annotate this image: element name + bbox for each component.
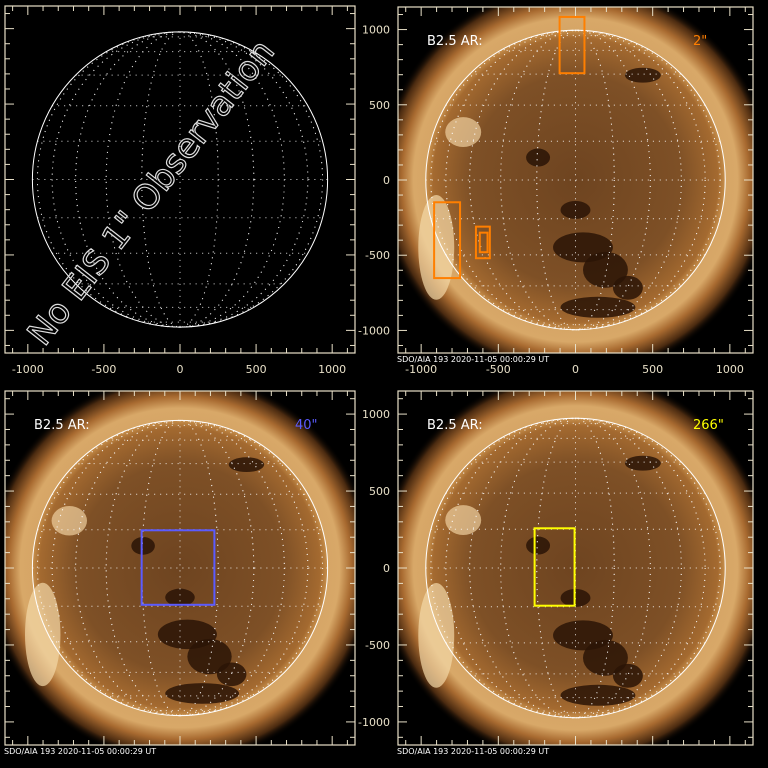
longitude-line [141,419,219,717]
dark-region [526,148,551,167]
eis-field-of-view-box [433,201,462,280]
image-caption: SDO/AIA 193 2020-11-05 00:00:29 UT [397,355,549,364]
dark-region [216,662,247,687]
eis-field-of-view-box [558,15,586,75]
panel-label: B2.5 AR: [34,418,90,433]
bright-limb [418,194,455,300]
y-tick-label: 1000 [362,24,390,37]
x-tick-label: 1000 [318,363,346,376]
longitude-line [75,31,285,328]
y-tick-label: -1000 [358,716,390,729]
eis-field-of-view-box [533,527,576,607]
dark-region [582,251,628,288]
coordinate-grid [425,29,726,331]
active-region-bright [51,506,88,536]
x-tick-label: 0 [572,363,579,376]
bright-limb [25,582,61,687]
y-tick-label: 0 [383,562,390,575]
active-region-bright [445,505,482,536]
coordinate-grid [425,417,726,719]
x-tick-label: -1000 [405,363,437,376]
y-tick-label: 500 [369,99,390,112]
dark-region [187,638,232,675]
dark-region [131,537,155,555]
longitude-line [141,31,219,328]
dark-region [560,684,636,706]
slit-size-label: 266" [693,418,724,433]
eis-field-of-view-box [140,529,216,606]
panel-bottom-left: B2.5 AR: 40" SDO/AIA 193 2020-11-05 00:00:… [4,390,356,756]
dark-region [624,67,661,83]
x-tick-label: -500 [91,363,116,376]
eis-field-of-view-box [474,225,491,260]
panel-top-left: -1000 -500 0 500 1000 No EIS 1" Observation [4,5,356,376]
y-tick-label: 0 [383,174,390,187]
plot-area [5,391,355,745]
solar-disk [32,420,328,716]
x-tick-label: 500 [642,363,663,376]
plot-area [398,7,753,353]
longitude-line [430,417,721,719]
coordinate-grid [32,419,328,717]
longitude-line [36,31,324,328]
dark-region [165,683,240,704]
longitude-line [430,29,721,331]
panel-top-right: -1000 -500 0 500 1000 1000 500 0 -500 -1000 B2.5 A… [358,6,754,376]
y-tick-label: -1000 [358,324,390,337]
dark-region [582,639,628,676]
slit-size-label: 2" [693,34,707,49]
x-tick-label: -500 [486,363,511,376]
panel-label: B2.5 AR: [427,418,483,433]
panel-bottom-right: 1000 500 0 -500 -1000 B2.5 AR: 266" SDO/AIA 193… [358,390,754,756]
longitude-line [445,29,706,331]
y-tick-label: -500 [365,639,390,652]
y-tick-label: -500 [365,249,390,262]
y-tick-label: 500 [369,485,390,498]
bright-limb [418,582,455,688]
x-tick-label: -1000 [12,363,44,376]
limb-circle [31,419,329,717]
longitude-line [75,419,285,717]
active-region-bright [445,117,482,148]
x-tick-label: 1000 [716,363,744,376]
panel-label: B2.5 AR: [427,34,483,49]
no-observation-text: No EIS 1" Observation [20,32,283,353]
limb-circle [31,31,329,328]
limb-circle [425,417,726,719]
x-tick-label: 0 [177,363,184,376]
dark-region [612,663,643,688]
limb-circle [425,29,726,331]
dark-region [612,275,643,300]
image-caption: SDO/AIA 193 2020-11-05 00:00:29 UT [397,747,549,756]
image-caption: SDO/AIA 193 2020-11-05 00:00:29 UT [4,747,156,756]
dark-region [526,536,551,555]
dark-region [560,200,591,219]
solar-disk [425,30,726,330]
longitude-line [105,419,255,717]
slit-size-label: 40" [295,418,318,433]
longitude-line [445,417,706,719]
x-tick-label: 500 [246,363,267,376]
dark-region [560,296,636,318]
y-tick-label: 1000 [362,408,390,421]
plot-area [31,31,329,328]
dark-region [165,588,195,607]
eis-field-of-view-box [478,231,489,254]
longitude-line [105,31,255,328]
longitude-line [36,419,324,717]
plot-area [398,391,753,745]
longitude-line [500,29,651,331]
longitude-line [500,417,651,719]
dark-region [228,457,265,473]
dark-region [624,455,661,471]
